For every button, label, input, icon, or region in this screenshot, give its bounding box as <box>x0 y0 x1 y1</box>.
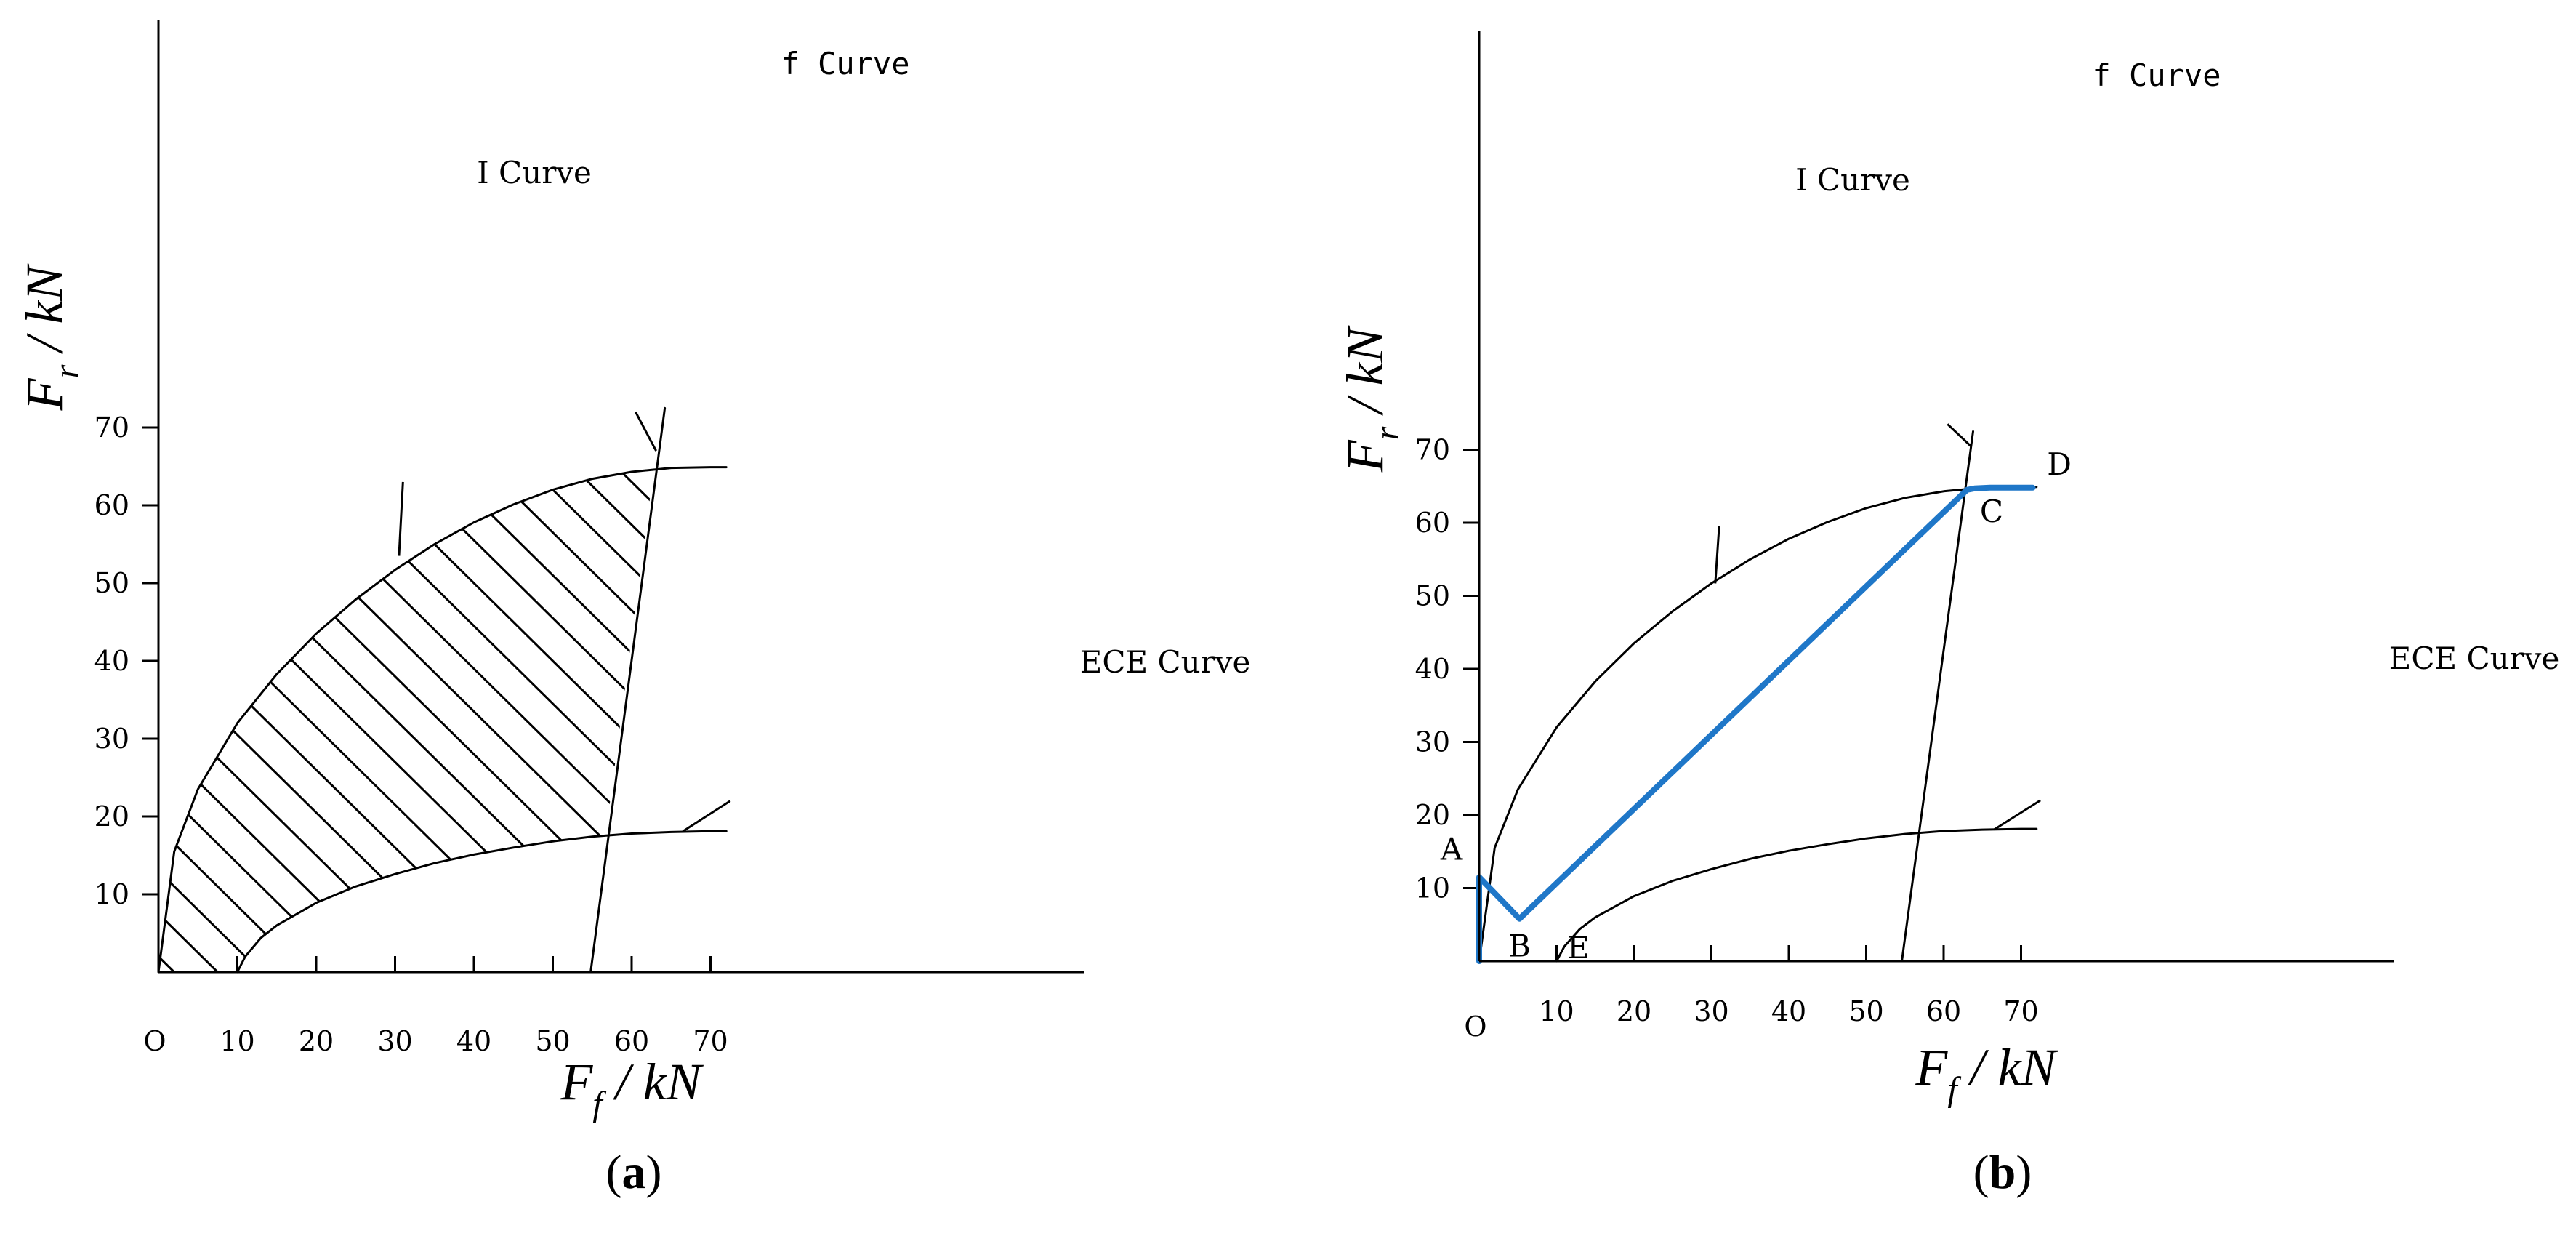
x-tick-label: 30 <box>377 1025 412 1057</box>
hatch-line <box>158 469 297 972</box>
f-curve-label: f Curve <box>781 46 909 81</box>
origin-label: O <box>1464 1011 1486 1043</box>
hatch-line <box>158 469 645 972</box>
ece-curve-leader <box>682 800 731 832</box>
x-tick-label: 20 <box>1617 995 1651 1027</box>
x-tick-label: 10 <box>220 1025 254 1057</box>
control-path <box>1476 484 2036 964</box>
y-tick-label: 20 <box>94 800 129 832</box>
ece-curve-label: ECE Curve <box>1080 644 1251 680</box>
x-tick-label: 30 <box>1694 995 1728 1027</box>
i-curve-label: I Curve <box>477 155 592 190</box>
ece-curve <box>236 830 728 974</box>
hatch-line <box>158 469 385 972</box>
x-axis-title: Ff / kN <box>1915 1038 2058 1109</box>
hatch-line <box>158 469 654 972</box>
y-tick-label: 40 <box>1415 653 1450 685</box>
x-tick-label: 40 <box>456 1025 491 1057</box>
hatch-line <box>158 469 654 972</box>
i-curve-label: I Curve <box>1795 162 1910 198</box>
y-tick-label: 70 <box>94 412 129 444</box>
hatch-line <box>193 469 654 972</box>
x-tick-label: 60 <box>614 1025 649 1057</box>
y-tick-label: 10 <box>94 878 129 910</box>
i-curve <box>1478 486 2038 963</box>
hatch-line <box>583 469 654 972</box>
ece-curve-leader <box>1993 799 2041 831</box>
hatch-line <box>158 469 341 972</box>
hatch-region <box>0 350 654 1050</box>
point-label-b: B <box>1508 928 1531 964</box>
i-curve-leader <box>1714 526 1720 584</box>
i-curve <box>157 466 728 974</box>
hatch-line <box>410 469 654 972</box>
x-tick-label: 20 <box>299 1025 334 1057</box>
y-axis-title: Fr / kN <box>1336 325 1406 473</box>
x-axis-title: Ff / kN <box>560 1053 704 1123</box>
hatch-line <box>0 350 80 1050</box>
y-tick-label: 40 <box>94 645 129 677</box>
hatch-line <box>280 469 654 972</box>
x-tick-label: 60 <box>1926 995 1961 1027</box>
y-tick-label: 50 <box>94 567 129 599</box>
hatch-line <box>158 469 654 972</box>
x-tick-label: 70 <box>2003 995 2038 1027</box>
y-tick-label: 30 <box>1415 726 1450 758</box>
hatch-line <box>158 469 211 972</box>
caption-a: (a) <box>605 1146 662 1199</box>
hatch-line <box>540 469 654 972</box>
y-tick-label: 70 <box>1415 434 1450 466</box>
chart-panel-b: O Ff / kN Fr / kN I Curve f Curve ECE Cu… <box>1288 0 2576 1236</box>
x-tick-label: 10 <box>1539 995 1574 1027</box>
point-label-e: E <box>1567 930 1590 966</box>
y-tick-label: 60 <box>94 489 129 521</box>
f-curve-leader <box>1947 423 1972 447</box>
ece-curve <box>1555 827 2038 963</box>
hatch-line <box>236 469 654 972</box>
hatch-line <box>366 469 654 972</box>
ece-curve-label: ECE Curve <box>2389 641 2560 676</box>
hatch-line <box>158 469 427 972</box>
y-tick-label: 50 <box>1415 580 1450 612</box>
x-tick-label: 50 <box>535 1025 570 1057</box>
chart-panel-a: O Ff / kN Fr / kN I Curve f Curve ECE Cu… <box>0 20 1251 1123</box>
hatch-line <box>158 469 654 972</box>
hatch-line <box>158 469 254 972</box>
hatch-line <box>158 469 558 972</box>
y-axis-title: Fr / kN <box>15 263 86 412</box>
chart-b: O Ff / kN Fr / kN I Curve f Curve ECE Cu… <box>1336 31 2560 1109</box>
f-curve <box>1901 430 1974 963</box>
y-tick-label: 10 <box>1415 872 1450 904</box>
origin-label: O <box>143 1025 166 1057</box>
y-tick-label: 20 <box>1415 799 1450 831</box>
point-label-c: C <box>1980 494 2003 529</box>
hatch-line <box>158 469 601 972</box>
caption-b: (b) <box>1973 1146 2032 1199</box>
hatch-line <box>627 469 654 972</box>
hatch-line <box>158 469 471 972</box>
hatch-line <box>158 469 167 972</box>
x-tick-label: 40 <box>1771 995 1806 1027</box>
hatch-line <box>453 469 654 972</box>
hatch-line <box>496 469 654 972</box>
hatch-line <box>158 469 654 972</box>
f-curve-label: f Curve <box>2092 57 2221 93</box>
hatch-line <box>0 350 123 1050</box>
f-curve <box>589 406 667 974</box>
chart-a: O Ff / kN Fr / kN I Curve f Curve ECE Cu… <box>0 20 1251 1123</box>
point-label-a: A <box>1440 831 1463 867</box>
point-label-d: D <box>2047 446 2072 482</box>
y-tick-label: 60 <box>1415 507 1450 539</box>
f-curve-leader <box>635 411 657 452</box>
x-tick-label: 50 <box>1848 995 1883 1027</box>
x-tick-label: 70 <box>693 1025 728 1057</box>
i-curve-leader <box>398 481 404 556</box>
y-tick-label: 30 <box>94 723 129 755</box>
hatch-line <box>323 469 654 972</box>
